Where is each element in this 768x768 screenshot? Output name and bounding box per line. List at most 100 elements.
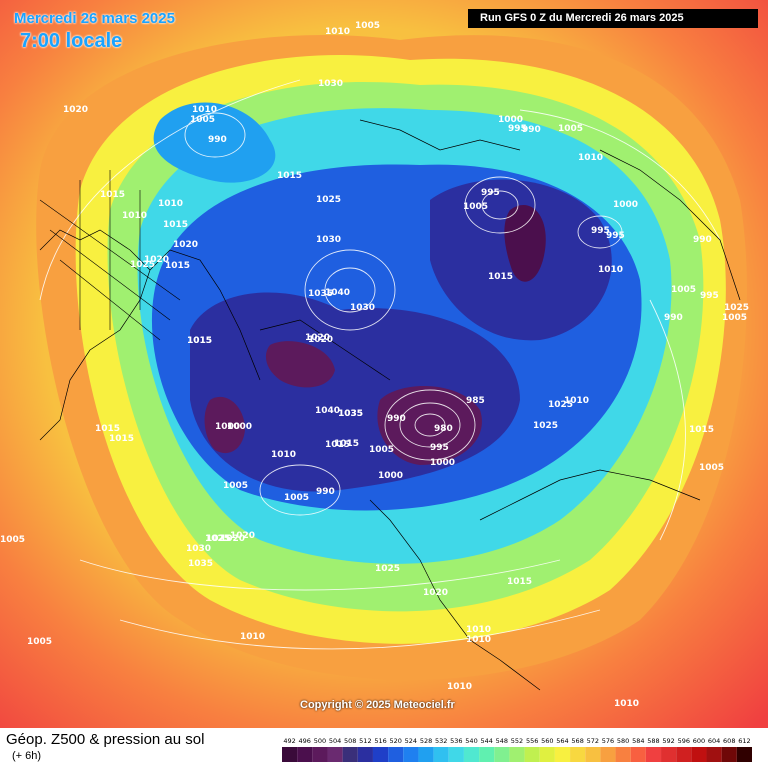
pressure-label: 1000 [613,200,638,210]
weather-map: 1010 1005 1030 1020 1010 1005 990 1015 1… [0,0,768,728]
legend-value: 544 [480,737,492,745]
pressure-label: 1015 [277,171,302,181]
legend-value: 556 [526,737,538,745]
band-purple-east [504,204,546,282]
pressure-label: 1025 [206,534,231,544]
legend-swatch [372,747,389,762]
legend-swatch [736,747,752,762]
legend-value: 548 [496,737,508,745]
pressure-label: 1025 [548,400,573,410]
pressure-label: 1015 [95,424,120,434]
pressure-label: 1005 [0,535,25,545]
pressure-label: 1005 [355,21,380,31]
footer-subtitle: (+ 6h) [12,750,42,762]
legend-value: 504 [329,737,341,745]
pressure-label: 990 [664,313,683,323]
isobars [39,79,721,650]
pressure-label: 1010 [598,265,623,275]
legend-swatch [297,747,313,762]
pressure-label: 990 [693,235,712,245]
pressure-label: 1035 [188,559,213,569]
pressure-label: 1010 [447,682,472,692]
pressure-label: 1030 [318,79,343,89]
legend-swatch [706,747,722,762]
color-legend: 492 496 500 504 508 512 516 520 524 528 532 536 540 5… [282,737,752,762]
pressure-label: 1010 [564,396,589,406]
coastlines [39,119,741,691]
pressure-label: 1020 [305,333,330,343]
legend-value: 516 [374,737,386,745]
legend-swatch [570,747,586,762]
pressure-label: 1015 [334,439,359,449]
pressure-label: 1020 [423,588,448,598]
pressure-label: 1015 [109,434,134,444]
pressure-label: 1020 [220,534,245,544]
legend-swatch [327,747,343,762]
pressure-label: 1015 [163,220,188,230]
legend-value: 572 [587,737,599,745]
pressure-label: 1015 [325,440,350,450]
pressure-label: 1015 [187,336,212,346]
legend-swatch [509,747,525,762]
pressure-label: 1020 [173,240,198,250]
z500-bands [36,35,747,680]
pressure-label: 1005 [223,481,248,491]
band-purple-center [377,386,482,465]
pressure-label: 1010 [271,450,296,460]
pressure-label: 1000 [378,471,403,481]
pressure-label: 1005 [463,202,488,212]
pressure-label: 990 [387,414,406,424]
pressure-label: 985 [466,396,485,406]
pressure-label: 995 [606,231,625,241]
pressure-label: 1040 [325,288,350,298]
legend-swatch [615,747,631,762]
footer-title: Géop. Z500 & pression au sol [6,731,205,748]
pressure-label: 1010 [578,153,603,163]
pressure-label: 1025 [533,421,558,431]
pressure-label: 990 [208,135,227,145]
pressure-label: 1010 [158,199,183,209]
legend-swatch [676,747,692,762]
legend-swatch [342,747,358,762]
legend-value: 592 [662,737,674,745]
us-grid [39,170,181,341]
legend-value: 524 [405,737,417,745]
legend-swatch [630,747,646,762]
band-purple-north [265,341,335,388]
legend-swatch [645,747,662,762]
pressure-label: 1010 [325,27,350,37]
legend-swatch [448,747,464,762]
legend-value: 512 [359,737,371,745]
pressure-label: 1005 [369,445,394,455]
legend-swatch [282,747,298,762]
pressure-label: 1025 [724,303,749,313]
pressure-label: 1025 [205,534,230,544]
pressure-label: 1035 [338,409,363,419]
legend-swatch [524,747,540,762]
legend-swatch [539,747,555,762]
legend-value: 560 [541,737,553,745]
map-date: Mercredi 26 mars 2025 [14,10,175,27]
pressure-label: 1000 [227,422,252,432]
pressure-label: 1030 [316,235,341,245]
pressure-label: 995 [700,291,719,301]
legend-swatch [403,747,419,762]
pressure-label: 1010 [614,699,639,709]
pressure-label: 1015 [187,336,212,346]
legend-value: 604 [708,737,720,745]
pressure-label: 995 [481,188,500,198]
legend-value: 500 [314,737,326,745]
pressure-label: 1005 [190,115,215,125]
pressure-label: 1035 [338,409,363,419]
legend-swatch [691,747,707,762]
legend-value: 528 [420,737,432,745]
pressure-label: 1030 [350,303,375,313]
pressure-label: 1015 [507,577,532,587]
run-info: Run GFS 0 Z du Mercredi 26 mars 2025 [468,9,758,28]
legend-value: 540 [465,737,477,745]
pressure-label: 1000 [430,458,455,468]
legend-swatch [357,747,373,762]
pressure-label: 1015 [689,425,714,435]
pressure-label: 1005 [671,285,696,295]
pressure-label: 1040 [315,406,340,416]
